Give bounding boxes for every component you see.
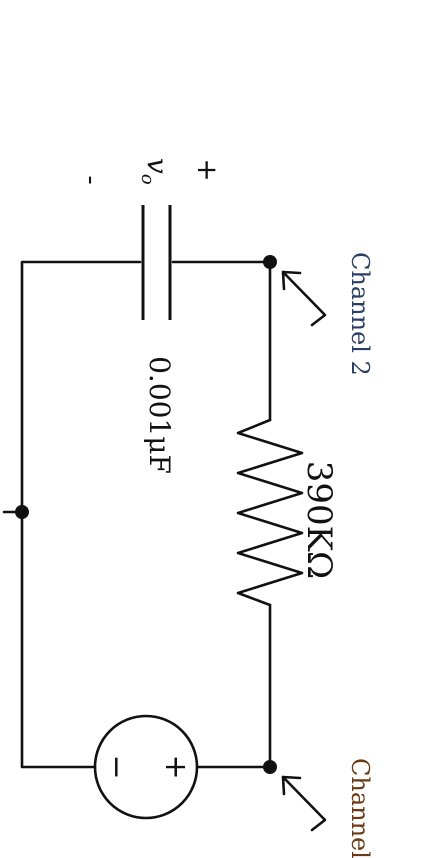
channel-1-arrow-shaft — [281, 775, 327, 832]
channel-1-probe-arrow — [281, 775, 327, 832]
source-minus-sign: − — [99, 754, 134, 779]
capacitor-value-label: 0.001μF — [143, 356, 176, 474]
output-voltage-subscript: o — [137, 174, 158, 185]
voltage-source: − + — [93, 714, 199, 820]
channel-1-label: Channel 1 — [346, 758, 374, 858]
channel-1-arrowhead — [281, 775, 302, 796]
resistor-value-label: 390KΩ — [299, 461, 339, 580]
wires — [2, 260, 272, 769]
output-plus-sign: + — [191, 158, 224, 181]
output-voltage-letter: v — [141, 158, 174, 174]
channel-2-arrow-shaft — [281, 270, 327, 327]
bottom-left-wire — [20, 510, 97, 769]
channel-2-probe-arrow — [281, 270, 327, 327]
source-plus-sign: + — [158, 754, 193, 779]
output-voltage-symbol: vo — [137, 158, 174, 185]
output-voltage-label: - vo + — [76, 158, 224, 185]
channel-2-arrowhead — [281, 270, 302, 291]
top-wire — [20, 260, 142, 514]
channel-2-label: Channel 2 — [346, 252, 374, 376]
resistor — [236, 418, 304, 607]
junction-channel-1 — [263, 760, 277, 774]
junction-channel-2 — [263, 255, 277, 269]
output-minus-sign: - — [76, 175, 106, 184]
junction-left — [15, 505, 29, 519]
voltage-source-circle — [93, 714, 199, 820]
capacitor — [141, 205, 172, 320]
